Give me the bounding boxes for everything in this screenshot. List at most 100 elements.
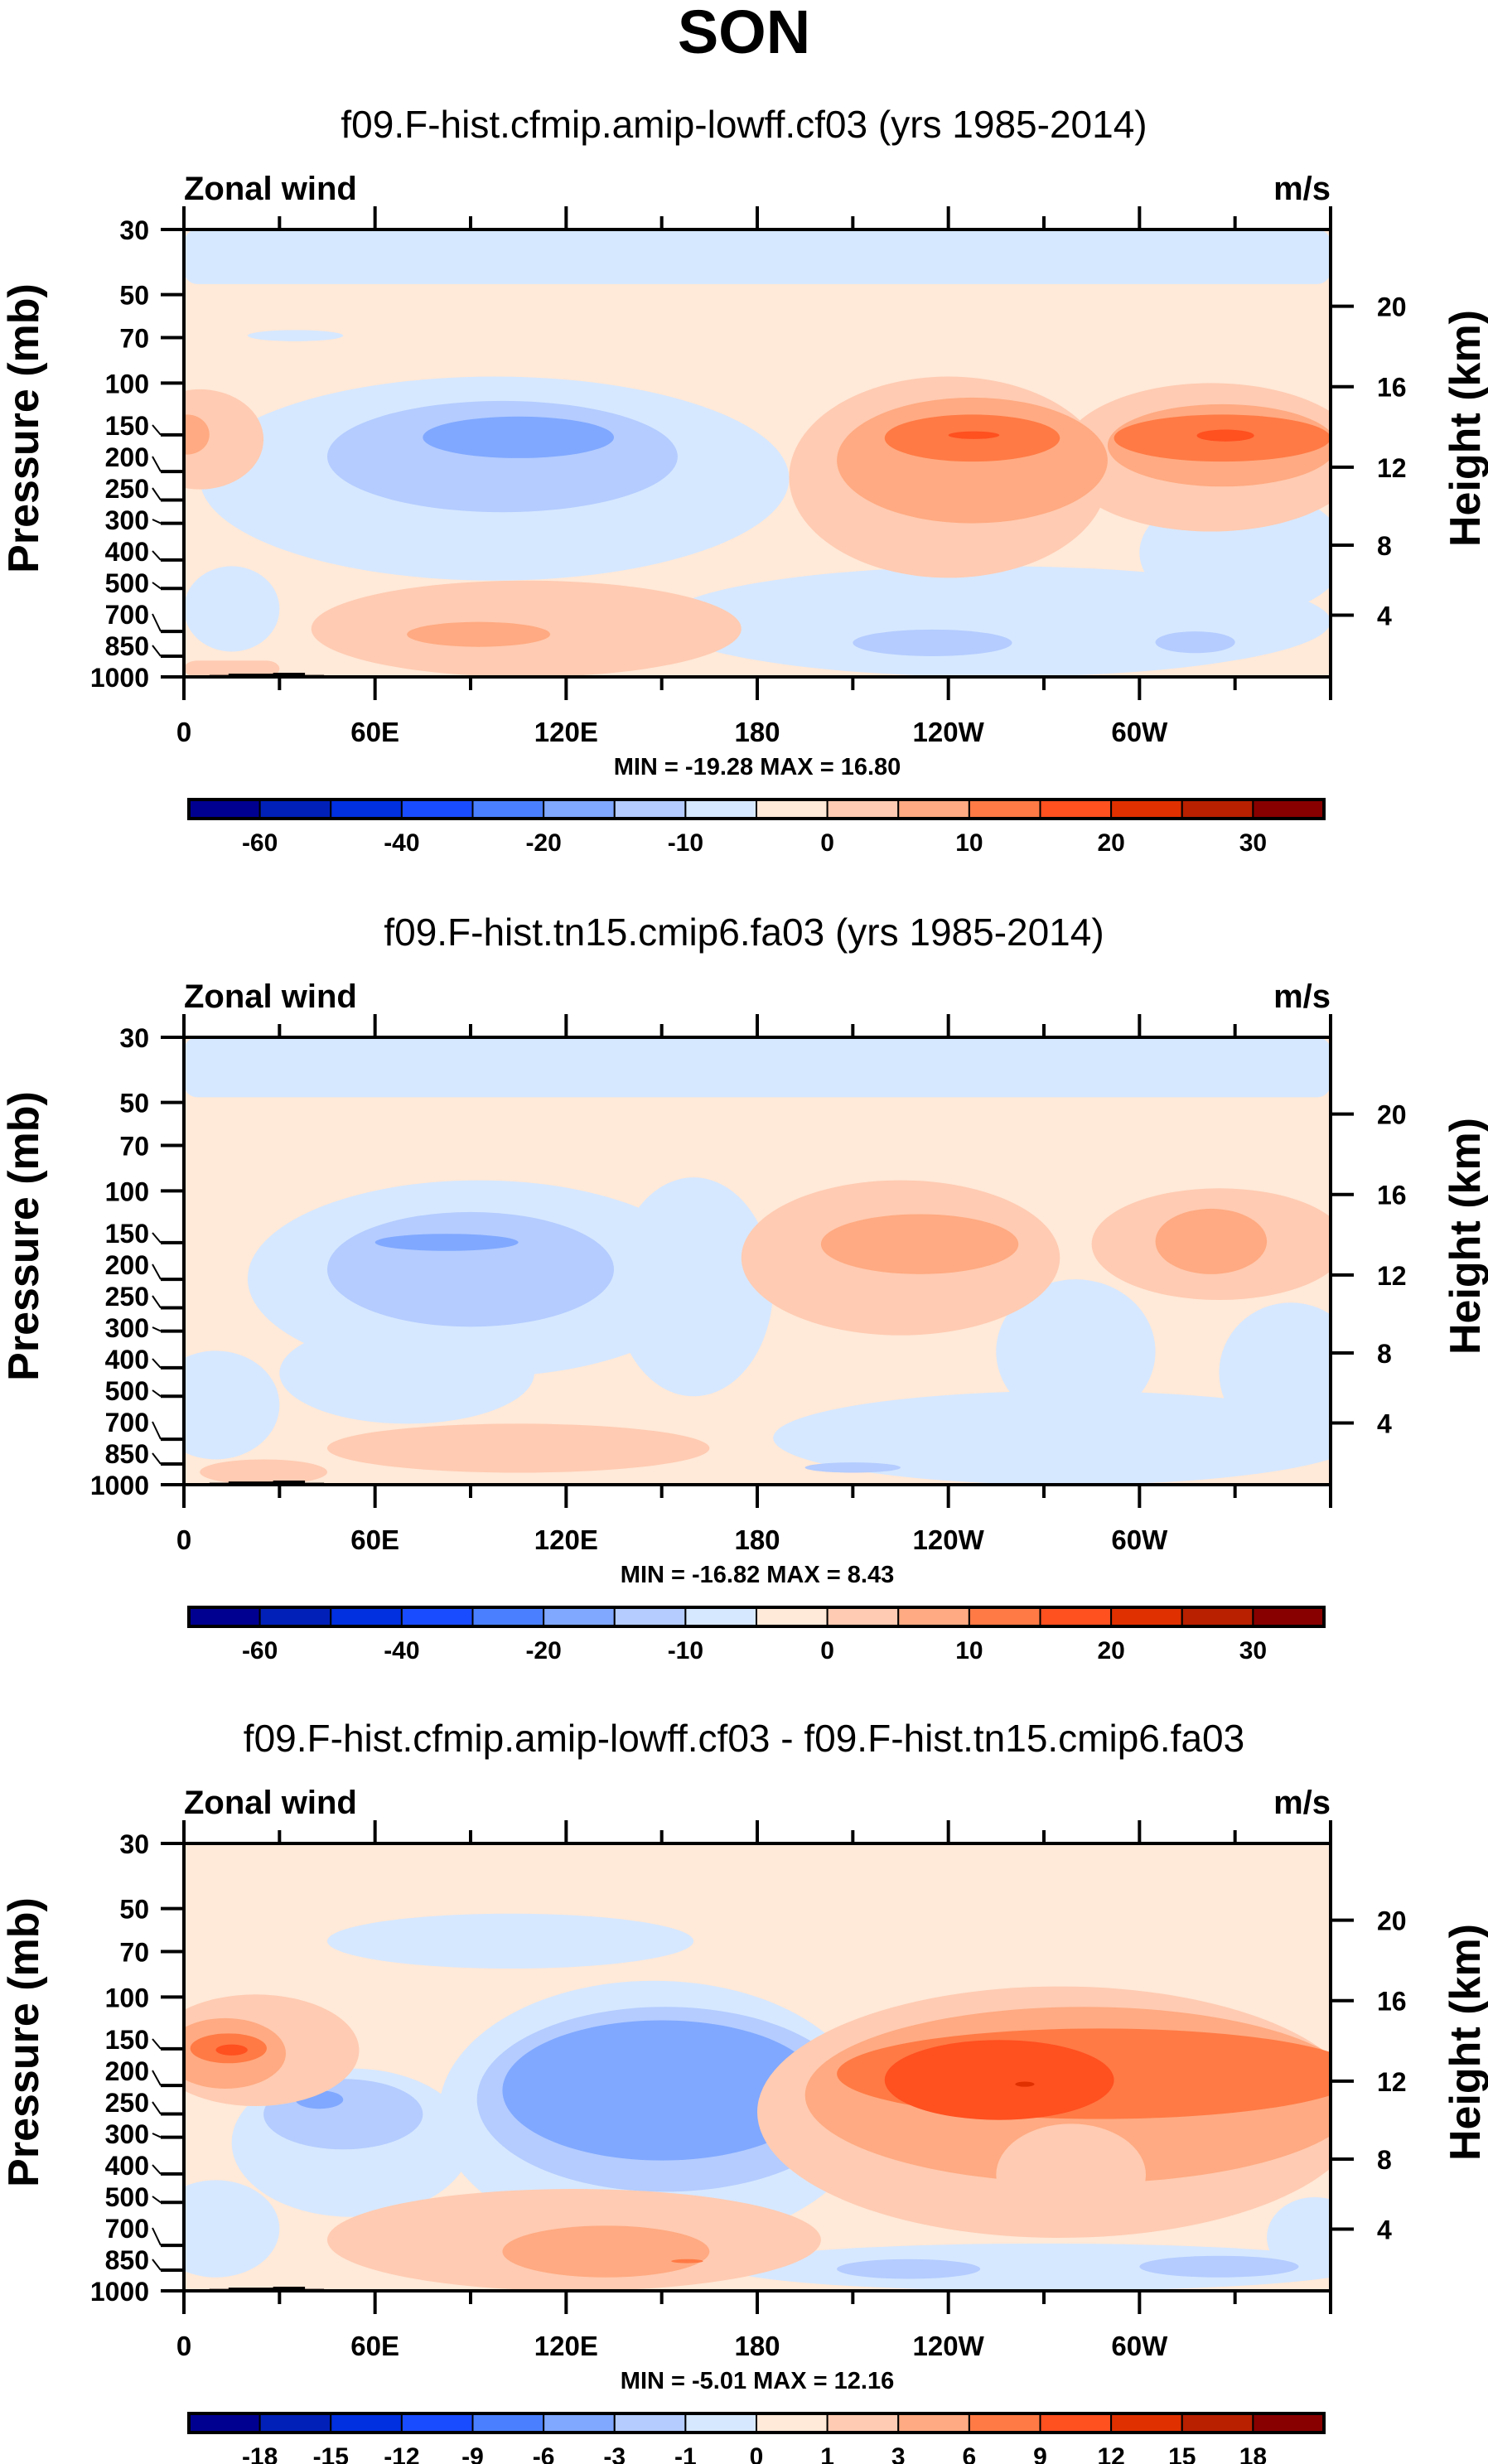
height-tick-label: 4 bbox=[1377, 1408, 1392, 1438]
colorbar-box bbox=[968, 2413, 1041, 2433]
x-tick-label: 60W bbox=[1111, 2331, 1168, 2361]
colorbar-label: -40 bbox=[384, 829, 419, 857]
contour-fill-region bbox=[502, 2225, 710, 2278]
colorbar-label: -10 bbox=[668, 829, 703, 857]
x-tick-label: 120W bbox=[913, 1524, 985, 1555]
colorbar-box bbox=[471, 799, 545, 819]
contour-fill-region bbox=[184, 414, 210, 455]
y-tick-leader bbox=[152, 519, 162, 524]
x-tick-label: 60E bbox=[350, 1524, 399, 1555]
colorbar-label: -18 bbox=[242, 2443, 278, 2464]
height-tick-label: 12 bbox=[1377, 1261, 1407, 1291]
x-tick-label: 120E bbox=[534, 1524, 598, 1555]
height-tick-label: 20 bbox=[1377, 1906, 1407, 1936]
y-tick-leader bbox=[152, 424, 162, 436]
contour-fill-region bbox=[820, 1214, 1019, 1274]
contour-fill-region bbox=[184, 229, 1331, 284]
x-tick-label: 0 bbox=[176, 717, 191, 747]
y-tick-leader bbox=[152, 645, 162, 657]
y-tick-label: 50 bbox=[119, 1895, 149, 1925]
y-tick-leader bbox=[152, 456, 162, 472]
colorbar-box bbox=[968, 799, 1041, 819]
colorbar-box bbox=[543, 1606, 616, 1627]
contour-fill-region bbox=[1219, 1302, 1331, 1443]
chart-title: SON bbox=[678, 0, 810, 66]
colorbar-label: 20 bbox=[1097, 1637, 1124, 1664]
contour-fill-region bbox=[423, 416, 614, 458]
x-tick-label: 60W bbox=[1111, 1524, 1168, 1555]
height-tick-label: 12 bbox=[1377, 453, 1407, 483]
y-tick-label: 70 bbox=[119, 1937, 149, 1967]
y-tick-label: 30 bbox=[119, 215, 149, 245]
colorbar-box bbox=[684, 1606, 757, 1627]
y-tick-leader bbox=[152, 1295, 162, 1309]
colorbar-box bbox=[330, 2413, 403, 2433]
colorbar-label: 20 bbox=[1097, 829, 1124, 857]
contour-fill-region bbox=[327, 1913, 694, 1969]
colorbar-box bbox=[188, 1606, 261, 1627]
colorbar-label: 12 bbox=[1097, 2443, 1124, 2464]
y-tick-label: 50 bbox=[119, 281, 149, 311]
y-tick-label: 150 bbox=[105, 1219, 149, 1249]
colorbar-label: 9 bbox=[1033, 2443, 1047, 2464]
colorbar-box bbox=[1039, 799, 1113, 819]
y-tick-label: 500 bbox=[105, 2182, 149, 2212]
contour-field bbox=[184, 229, 1331, 677]
height-tick-label: 16 bbox=[1377, 1181, 1407, 1210]
height-tick-label: 4 bbox=[1377, 601, 1392, 630]
height-tick-label: 4 bbox=[1377, 2215, 1392, 2244]
x-tick-label: 0 bbox=[176, 1524, 191, 1555]
units-label: m/s bbox=[1273, 978, 1331, 1015]
colorbar-box bbox=[1039, 1606, 1113, 1627]
colorbar-label: 3 bbox=[891, 2443, 906, 2464]
contour-fill-region bbox=[1155, 1208, 1268, 1274]
height-tick-label: 16 bbox=[1377, 1987, 1407, 2017]
colorbar-box bbox=[1110, 1606, 1183, 1627]
colorbar-box bbox=[258, 1606, 332, 1627]
x-tick-label: 120E bbox=[534, 717, 598, 747]
colorbar-label: -60 bbox=[242, 1637, 278, 1664]
y-tick-leader bbox=[152, 1389, 162, 1398]
y-tick-label: 1000 bbox=[90, 1471, 149, 1500]
y-tick-label: 400 bbox=[105, 2151, 149, 2181]
contour-fill-region bbox=[502, 2020, 821, 2161]
contour-fill-region bbox=[773, 1390, 1331, 1485]
colorbar-label: 15 bbox=[1168, 2443, 1196, 2464]
contour-fill-region bbox=[725, 2243, 1331, 2291]
colorbar-box bbox=[1039, 2413, 1113, 2433]
colorbar-box bbox=[826, 2413, 900, 2433]
colorbar-box bbox=[613, 2413, 687, 2433]
colorbar-box bbox=[330, 799, 403, 819]
colorbar-box bbox=[897, 1606, 970, 1627]
y-axis-label: Pressure (mb) bbox=[0, 283, 48, 573]
colorbar-label: 0 bbox=[820, 829, 834, 857]
x-tick-label: 180 bbox=[734, 2331, 780, 2361]
y-tick-label: 30 bbox=[119, 1829, 149, 1859]
colorbar-label: 1 bbox=[820, 2443, 834, 2464]
y-tick-label: 850 bbox=[105, 2245, 149, 2275]
contour-fill-region bbox=[374, 1234, 519, 1251]
contour-fill-region bbox=[1015, 2081, 1035, 2087]
panel-1: f09.F-hist.cfmip.amip-lowff.cf03 (yrs 19… bbox=[0, 103, 1488, 857]
contour-fill-region bbox=[1139, 2255, 1299, 2278]
y-tick-label: 250 bbox=[105, 2088, 149, 2118]
y-tick-leader bbox=[152, 2070, 162, 2086]
y-tick-label: 100 bbox=[105, 1983, 149, 2012]
y-tick-leader bbox=[152, 2133, 162, 2138]
colorbar-box bbox=[897, 2413, 970, 2433]
y-tick-label: 700 bbox=[105, 600, 149, 630]
y-tick-label: 850 bbox=[105, 1439, 149, 1469]
colorbar-label: -12 bbox=[384, 2443, 419, 2464]
colorbar-box bbox=[471, 1606, 545, 1627]
contour-field bbox=[184, 1843, 1331, 2291]
contour-fill-region bbox=[948, 431, 1000, 439]
y-tick-label: 700 bbox=[105, 1408, 149, 1437]
y-tick-label: 70 bbox=[119, 1131, 149, 1161]
y-axis-label: Pressure (mb) bbox=[0, 1091, 48, 1381]
colorbar-box bbox=[1110, 799, 1183, 819]
y-tick-label: 200 bbox=[105, 2056, 149, 2086]
y-tick-label: 300 bbox=[105, 2119, 149, 2149]
contour-fill-region bbox=[215, 2044, 248, 2056]
x-tick-label: 60E bbox=[350, 717, 399, 747]
